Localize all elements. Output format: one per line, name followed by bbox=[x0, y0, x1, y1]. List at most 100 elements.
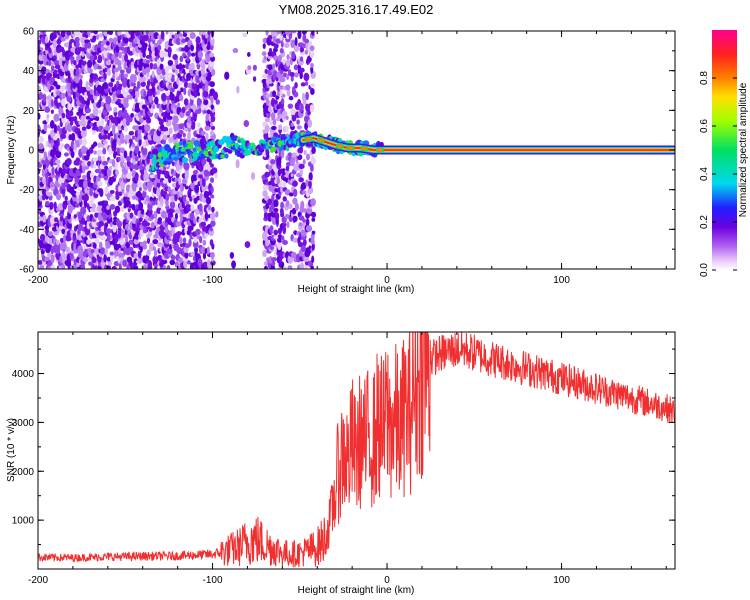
noise-blob bbox=[171, 64, 177, 70]
noise-blob bbox=[192, 240, 199, 249]
noise-blob bbox=[200, 130, 206, 136]
y-tick-label: 0 bbox=[28, 146, 34, 157]
spectrogram-xlabel: Height of straight line (km) bbox=[298, 284, 415, 295]
noise-blob bbox=[54, 217, 59, 223]
noise-blob bbox=[45, 117, 50, 123]
colorbar-scale bbox=[712, 30, 737, 270]
noise-blob bbox=[211, 167, 218, 174]
y-tick-label: 1000 bbox=[12, 516, 35, 527]
noise-blob bbox=[120, 229, 125, 234]
noise-blob bbox=[117, 31, 122, 36]
noise-blob bbox=[42, 229, 46, 234]
noise-blob bbox=[300, 182, 307, 190]
noise-blob bbox=[145, 31, 150, 36]
noise-blob bbox=[204, 85, 209, 92]
noise-blob bbox=[169, 259, 176, 266]
noise-blob bbox=[153, 179, 158, 189]
ridge-blob bbox=[179, 140, 184, 146]
y-tick-label: -40 bbox=[20, 225, 35, 236]
noise-blob bbox=[53, 201, 57, 210]
noise-blob bbox=[87, 119, 92, 129]
noise-blob bbox=[131, 143, 136, 148]
noise-blob bbox=[161, 92, 167, 102]
noise-blob bbox=[57, 203, 64, 211]
noise-blob bbox=[210, 251, 215, 259]
noise-blob bbox=[269, 225, 274, 235]
noise-blob bbox=[310, 155, 315, 165]
noise-blob bbox=[159, 63, 164, 70]
noise-blob bbox=[67, 76, 72, 84]
noise-blob bbox=[134, 155, 139, 162]
noise-blob bbox=[77, 185, 81, 192]
noise-blob bbox=[215, 99, 220, 105]
noise-blob bbox=[199, 236, 203, 244]
noise-blob bbox=[310, 65, 314, 74]
snr-ylabel: SNR (10 * v/v) bbox=[6, 418, 17, 482]
noise-blob bbox=[111, 265, 117, 269]
noise-blob bbox=[264, 171, 270, 178]
x-tick-label: 0 bbox=[384, 575, 390, 586]
noise-blob bbox=[304, 81, 309, 86]
noise-blob bbox=[247, 51, 251, 58]
noise-blob bbox=[286, 221, 290, 229]
noise-blob bbox=[83, 198, 88, 208]
x-tick-label: -100 bbox=[203, 275, 223, 286]
noise-blob bbox=[205, 113, 210, 122]
noise-blob bbox=[274, 249, 278, 258]
noise-blob bbox=[197, 50, 204, 59]
noise-blob bbox=[188, 238, 192, 247]
noise-blob bbox=[294, 72, 299, 78]
noise-blob bbox=[311, 217, 316, 222]
noise-blob bbox=[117, 256, 121, 264]
noise-blob bbox=[55, 150, 62, 159]
noise-blob bbox=[92, 164, 97, 169]
noise-blob bbox=[269, 118, 273, 126]
noise-blob bbox=[202, 261, 209, 268]
noise-blob bbox=[190, 62, 195, 71]
noise-blob bbox=[117, 229, 122, 239]
noise-blob bbox=[49, 120, 55, 129]
noise-blob bbox=[140, 81, 146, 87]
noise-blob bbox=[309, 45, 315, 51]
noise-blob bbox=[133, 238, 139, 245]
noise-blob bbox=[113, 216, 118, 221]
noise-blob bbox=[47, 252, 52, 258]
snr-axes: -200 -100 0 100 1000 2000 3000 4000 bbox=[12, 332, 675, 586]
noise-blob bbox=[171, 34, 175, 39]
noise-blob bbox=[121, 54, 125, 63]
noise-blob bbox=[96, 84, 103, 94]
noise-blob bbox=[109, 195, 116, 202]
noise-blob bbox=[291, 31, 297, 34]
noise-blob bbox=[86, 220, 91, 230]
noise-blob bbox=[134, 172, 139, 182]
noise-blob bbox=[183, 81, 189, 88]
noise-blob bbox=[206, 259, 211, 269]
noise-blob bbox=[72, 80, 77, 90]
noise-blob bbox=[136, 190, 142, 198]
noise-blob bbox=[195, 228, 201, 236]
noise-blob bbox=[136, 31, 142, 36]
noise-blob bbox=[109, 189, 115, 194]
noise-blob bbox=[190, 204, 195, 212]
noise-blob bbox=[291, 152, 297, 158]
noise-blob bbox=[197, 98, 203, 105]
noise-blob bbox=[130, 112, 134, 118]
noise-blob bbox=[52, 80, 58, 87]
noise-blob bbox=[177, 102, 181, 108]
noise-blob bbox=[97, 155, 102, 161]
noise-blob bbox=[287, 152, 293, 157]
noise-blob bbox=[104, 200, 109, 206]
noise-blob bbox=[132, 170, 136, 175]
noise-blob bbox=[107, 132, 111, 141]
noise-blob bbox=[113, 106, 118, 113]
noise-blob bbox=[142, 190, 147, 199]
noise-blob bbox=[142, 263, 149, 269]
noise-blob bbox=[311, 211, 317, 218]
noise-blob bbox=[141, 147, 148, 156]
noise-blob bbox=[98, 33, 104, 38]
noise-blob bbox=[287, 31, 292, 35]
noise-blob bbox=[161, 259, 168, 265]
noise-blob bbox=[164, 225, 169, 234]
ridge-blob bbox=[224, 153, 229, 159]
ridge-blob bbox=[199, 138, 205, 146]
